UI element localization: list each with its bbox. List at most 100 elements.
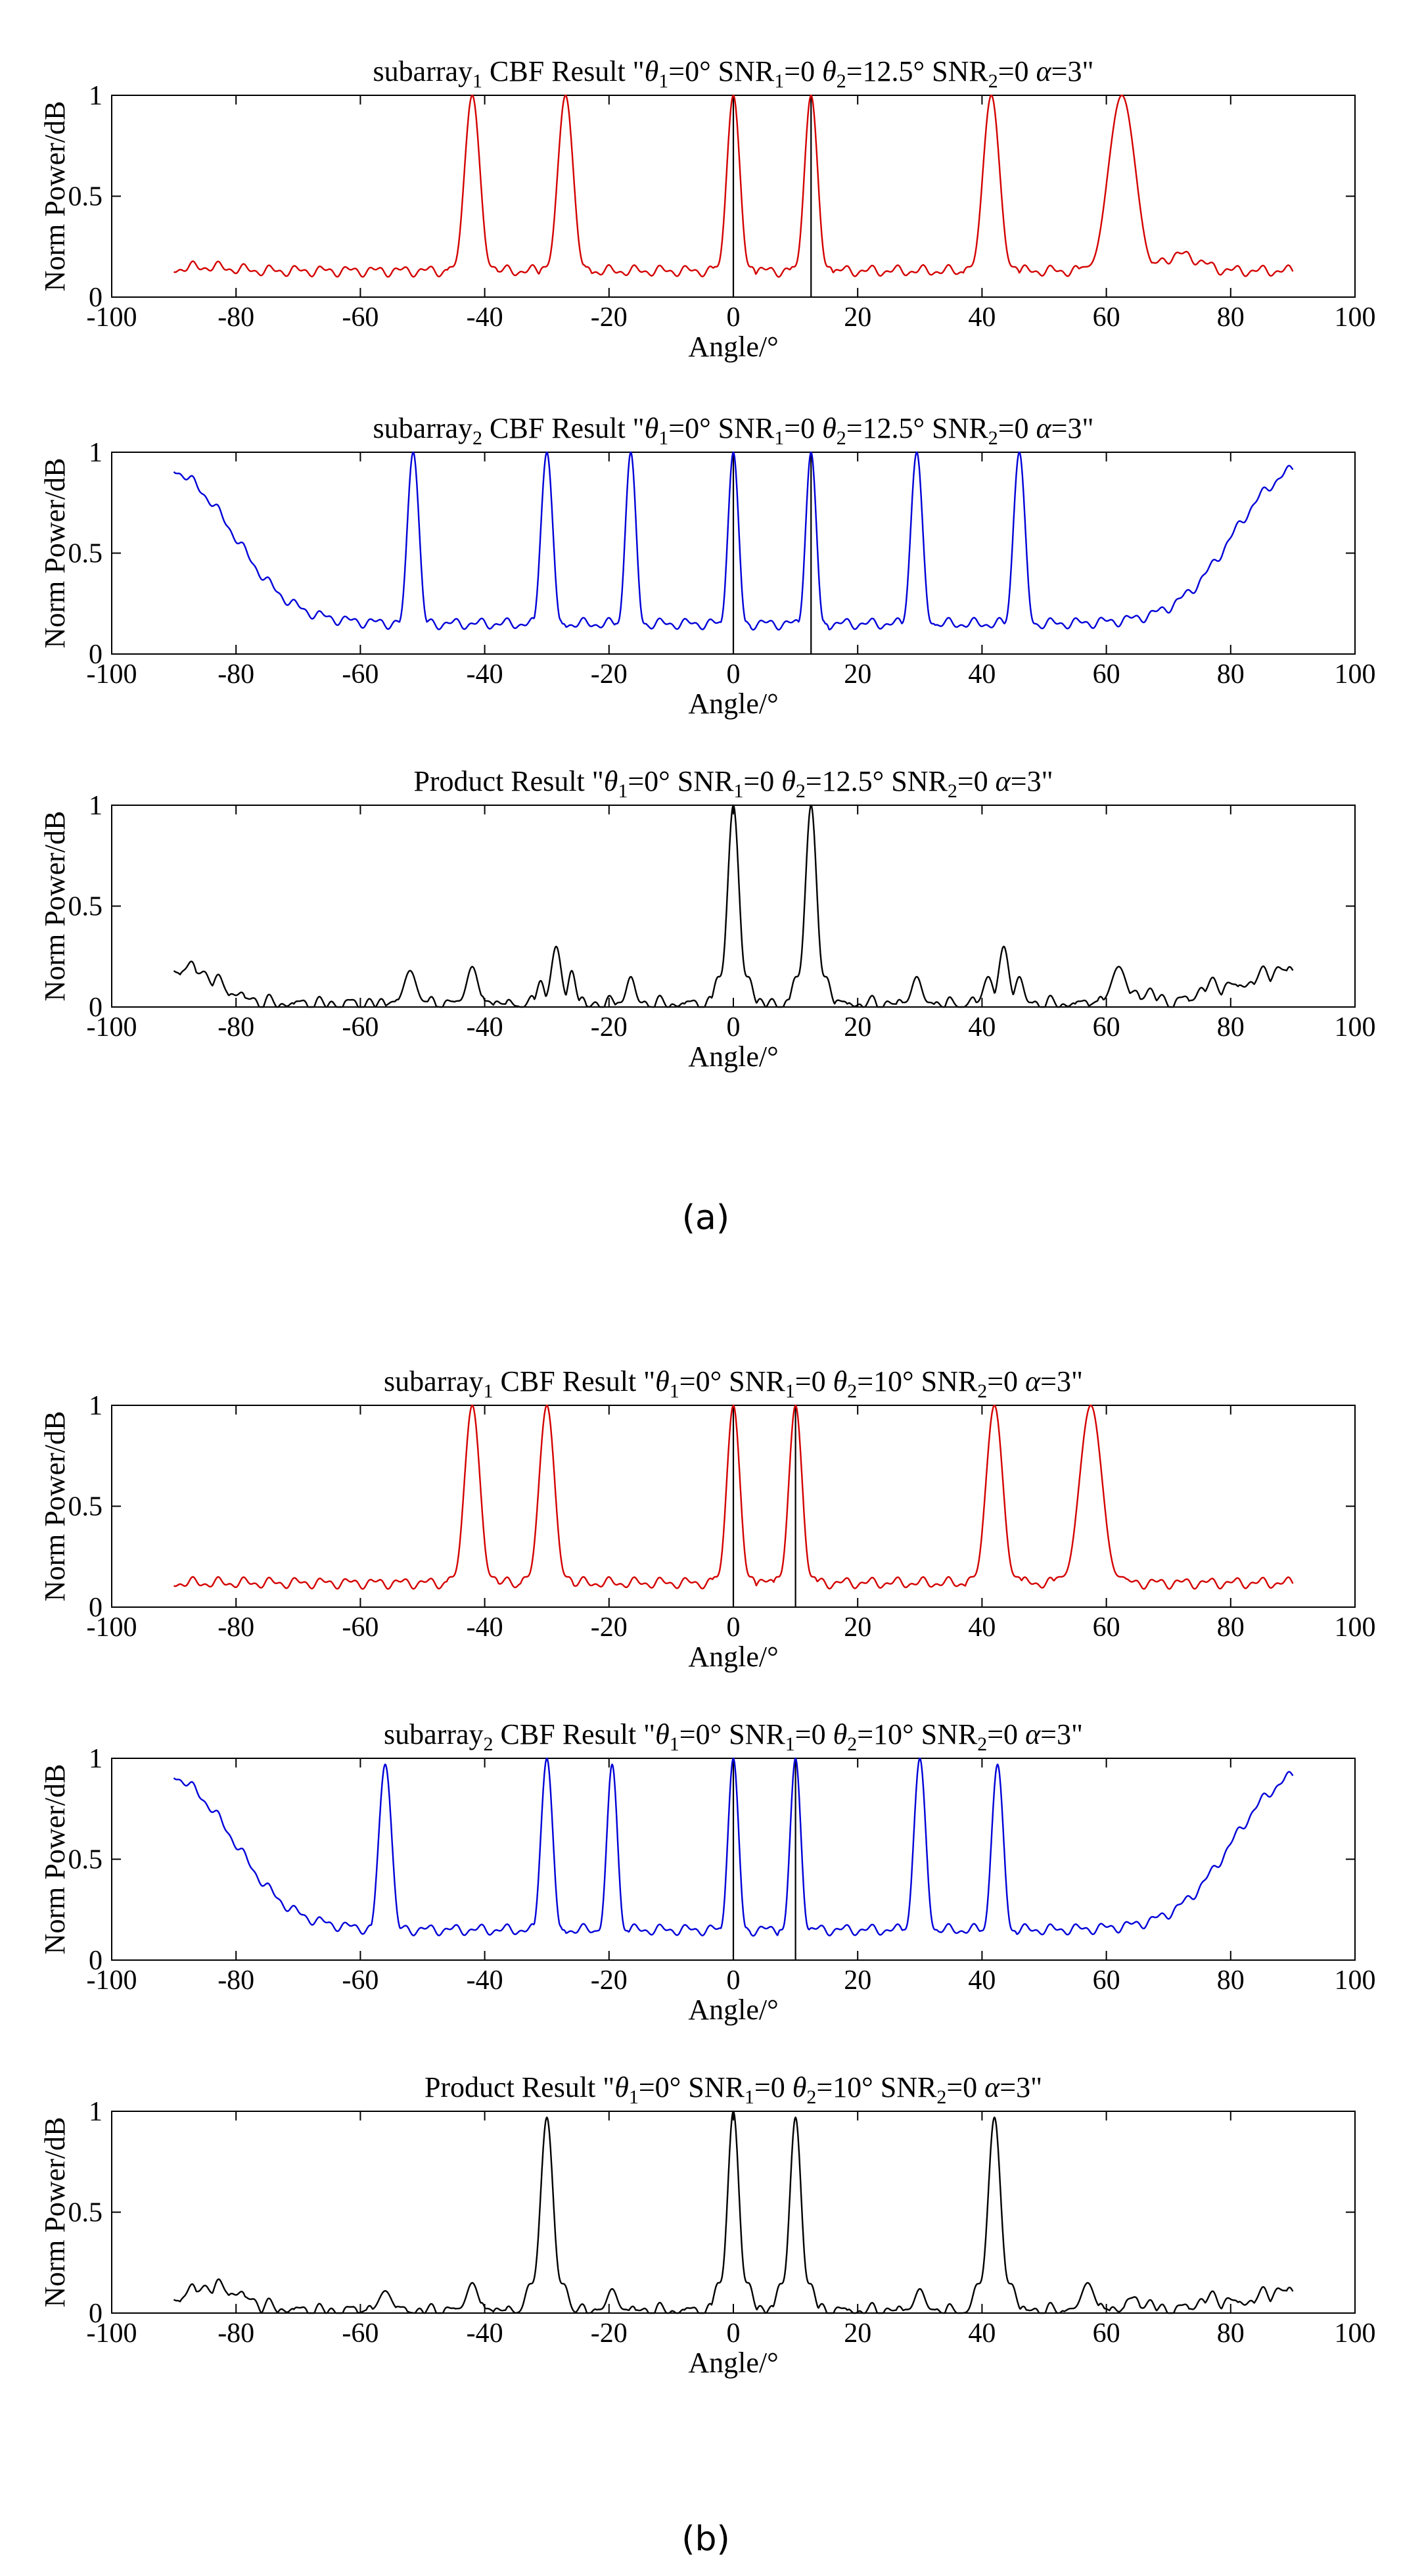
title-part: =3" [1051,412,1094,444]
title-part: 1 [658,427,668,449]
title-part: =0 [795,1365,833,1397]
x-tick-label: -20 [591,659,628,690]
title-part: θ [833,1365,848,1397]
x-axis-label: Angle/° [688,331,778,363]
x-tick-label: 80 [1217,302,1245,333]
title-part: =0° SNR [668,55,775,87]
x-tick-label: 20 [844,2318,871,2349]
x-tick-label: -40 [467,2318,503,2349]
title-part: θ [833,1718,848,1750]
x-tick-label: -60 [342,302,379,333]
x-tick-label: -80 [218,1612,254,1643]
title-part: =12.5° SNR [846,412,989,444]
title-part: 2 [936,2086,946,2108]
y-tick-label: 0 [89,1946,103,1976]
x-axis-label: Angle/° [688,1994,778,2026]
title-part: =0 [784,412,822,444]
x-tick-label: -20 [591,2318,628,2349]
chart-title: subarray2 CBF Result "θ1=0° SNR1=0 θ2=12… [373,412,1094,449]
title-part: 1 [472,70,482,92]
y-axis-label: Norm Power/dB [39,1764,71,1955]
title-part: 1 [785,1380,795,1402]
title-part: 1 [733,780,743,802]
x-tick-label: -80 [218,2318,254,2349]
title-part: 2 [806,2086,816,2108]
x-axis-label: Angle/° [688,1641,778,1673]
x-axis-label: Angle/° [688,2347,778,2379]
x-tick-label: 60 [1093,659,1120,690]
y-tick-label: 1 [89,81,103,111]
x-tick-label: -20 [591,1965,628,1996]
title-part: subarray [373,55,473,87]
chart-6: Product Result "θ1=0° SNR1=0 θ2=10° SNR2… [39,2071,1376,2379]
title-part: 1 [618,780,628,802]
title-part: 1 [629,2086,639,2108]
x-tick-label: -100 [87,302,137,333]
x-tick-label: -80 [218,659,254,690]
title-part: =0 [998,55,1036,87]
title-part: =0 [743,765,781,797]
x-tick-label: 80 [1217,1612,1245,1643]
title-part: CBF Result " [494,1718,656,1750]
chart-5: subarray2 CBF Result "θ1=0° SNR1=0 θ2=10… [39,1718,1376,2026]
x-tick-label: 40 [968,1612,996,1643]
title-part: Product Result " [413,765,603,797]
x-tick-label: -40 [467,1612,503,1643]
title-part: 1 [670,1380,679,1402]
x-tick-label: 0 [727,659,741,690]
x-tick-label: 20 [844,1012,871,1042]
y-tick-label: 0.5 [68,2198,103,2228]
x-tick-label: 100 [1335,1965,1376,1996]
panel-label-a: (a) [682,1198,729,1238]
y-tick-label: 1 [89,438,103,468]
x-tick-label: -80 [218,302,254,333]
title-part: subarray [384,1718,484,1750]
x-tick-label: -100 [87,1612,137,1643]
x-tick-label: -100 [87,1965,137,1996]
title-part: θ [822,55,837,87]
x-tick-label: 60 [1093,1612,1120,1643]
title-part: =0° SNR [679,1718,786,1750]
x-tick-label: 100 [1335,1012,1376,1042]
x-tick-label: 80 [1217,2318,1245,2349]
title-part: θ [781,765,796,797]
title-part: 2 [988,427,998,449]
x-tick-label: -60 [342,659,379,690]
x-tick-label: 40 [968,2318,996,2349]
y-tick-label: 0.5 [68,892,103,922]
series-line-subarray2 [173,1757,1294,1937]
title-part: 2 [472,427,482,449]
x-tick-label: 20 [844,1965,871,1996]
x-tick-label: -100 [87,659,137,690]
title-part: =3" [1040,1718,1083,1750]
title-part: =10° SNR [816,2071,937,2103]
title-part: 2 [837,427,846,449]
title-part: 1 [484,1380,494,1402]
panel-label-b: (b) [681,2519,730,2559]
title-part: θ [645,55,659,87]
y-tick-label: 0 [89,993,103,1023]
chart-4: subarray1 CBF Result "θ1=0° SNR1=0 θ2=10… [39,1365,1376,1673]
title-part: θ [655,1718,670,1750]
title-part: 2 [988,70,998,92]
x-axis-label: Angle/° [688,688,778,720]
title-part: 2 [837,70,846,92]
title-part: CBF Result " [482,55,645,87]
x-tick-label: -100 [87,2318,137,2349]
title-part: θ [792,2071,807,2103]
x-tick-label: 60 [1093,1965,1120,1996]
title-part: =0 [754,2071,792,2103]
title-part: 1 [658,70,668,92]
title-part: =0 [998,412,1036,444]
y-tick-label: 0 [89,283,103,313]
chart-1: subarray1 CBF Result "θ1=0° SNR1=0 θ2=12… [39,55,1376,363]
chart-title: subarray1 CBF Result "θ1=0° SNR1=0 θ2=12… [373,55,1094,92]
title-part: =0 [987,1365,1025,1397]
y-tick-label: 0 [89,2299,103,2329]
y-tick-label: 0.5 [68,539,103,569]
title-part: 2 [948,780,957,802]
chart-title: Product Result "θ1=0° SNR1=0 θ2=12.5° SN… [413,765,1053,802]
title-part: =0° SNR [679,1365,786,1397]
title-part: θ [655,1365,670,1397]
